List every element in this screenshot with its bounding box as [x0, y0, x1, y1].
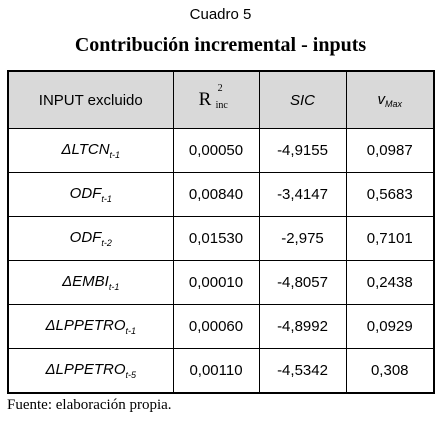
cell-input-excluded: ODFt-2	[7, 216, 174, 261]
table-row: ΔLPPETROt-1 0,00060 -4,8992 0,0929	[7, 304, 435, 349]
cell-input-excluded: ODFt-1	[7, 172, 174, 217]
cell-input-excluded: ΔLTCNt-1	[7, 128, 174, 173]
cell-sic: -4,9155	[258, 128, 347, 173]
input-variable-lag: t-1	[109, 150, 121, 160]
header-r-superscript: 2	[217, 83, 223, 94]
input-variable-name: ΔLPPETRO	[45, 361, 126, 378]
input-variable-lag: t-1	[108, 282, 120, 292]
cell-vmax: 0,0929	[345, 304, 435, 349]
header-input-excluded: INPUT excluido	[7, 70, 174, 129]
cell-sic: -4,5342	[258, 348, 347, 394]
table-row: ΔLPPETROt-5 0,00110 -4,5342 0,308	[7, 348, 435, 394]
header-row: INPUT excluido R 2 inc SIC vMax	[7, 70, 435, 129]
input-variable-lag: t-1	[125, 326, 137, 336]
header-r2-inc: R 2 inc	[172, 70, 260, 129]
input-variable-lag: t-2	[101, 238, 112, 248]
cell-sic: -2,975	[258, 216, 347, 261]
cell-vmax: 0,7101	[345, 216, 435, 261]
header-sic: SIC	[258, 70, 347, 129]
cell-r2-inc: 0,00010	[172, 260, 260, 305]
cell-input-excluded: ΔLPPETROt-1	[7, 304, 174, 349]
table-row: ΔLTCNt-1 0,00050 -4,9155 0,0987	[7, 128, 435, 173]
cell-r2-inc: 0,00840	[172, 172, 260, 217]
input-variable-name: ΔEMBI	[62, 273, 109, 290]
input-variable-name: ODF	[69, 185, 102, 202]
cell-vmax: 0,2438	[345, 260, 435, 305]
source-note: Fuente: elaboración propia.	[7, 397, 172, 413]
table-number: Cuadro 5	[189, 6, 252, 23]
cell-sic: -4,8057	[258, 260, 347, 305]
cell-vmax: 0,5683	[345, 172, 435, 217]
cell-r2-inc: 0,01530	[172, 216, 260, 261]
table-row: ΔEMBIt-1 0,00010 -4,8057 0,2438	[7, 260, 435, 305]
table-body: ΔLTCNt-1 0,00050 -4,9155 0,0987 ODFt-1 0,0084…	[7, 128, 435, 394]
input-variable-lag: t-5	[125, 370, 137, 380]
cell-vmax: 0,308	[345, 348, 435, 394]
header-v-base: v	[377, 91, 385, 108]
input-variable-name: ODF	[69, 229, 102, 246]
header-v-subscript: Max	[384, 99, 402, 109]
cell-r2-inc: 0,00110	[172, 348, 260, 394]
header-vmax: vMax	[345, 70, 435, 129]
cell-r2-inc: 0,00050	[172, 128, 260, 173]
input-variable-name: ΔLPPETRO	[45, 317, 126, 334]
cell-vmax: 0,0987	[345, 128, 435, 173]
cell-input-excluded: ΔLPPETROt-5	[7, 348, 174, 394]
cell-r2-inc: 0,00060	[172, 304, 260, 349]
table-row: ODFt-1 0,00840 -3,4147 0,5683	[7, 172, 435, 217]
input-variable-name: ΔLTCN	[61, 141, 110, 158]
cell-sic: -3,4147	[258, 172, 347, 217]
cell-input-excluded: ΔEMBIt-1	[7, 260, 174, 305]
cell-sic: -4,8992	[258, 304, 347, 349]
input-variable-lag: t-1	[101, 194, 112, 204]
results-table: INPUT excluido R 2 inc SIC vMax ΔLTCNt-1…	[7, 70, 435, 394]
header-r-subscript: inc	[215, 100, 228, 111]
header-r-base: R	[198, 89, 212, 110]
table-row: ODFt-2 0,01530 -2,975 0,7101	[7, 216, 435, 261]
table-title: Contribución incremental - inputs	[74, 34, 367, 56]
